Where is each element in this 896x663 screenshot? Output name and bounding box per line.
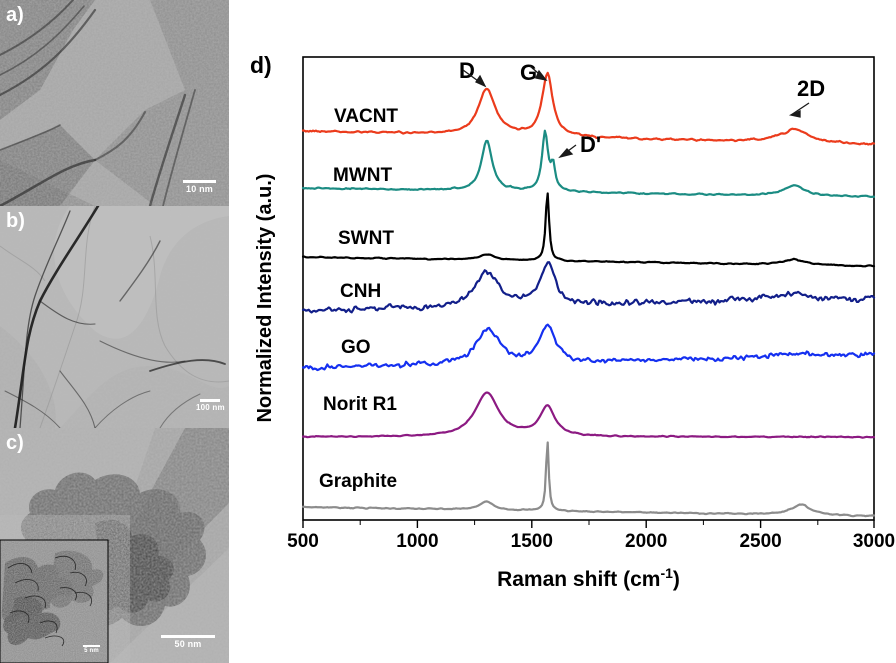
svg-text:Norit R1: Norit R1	[323, 394, 397, 415]
svg-text:G: G	[520, 60, 537, 85]
svg-text:2500: 2500	[739, 531, 781, 552]
svg-text:Graphite: Graphite	[319, 471, 397, 492]
svg-text:D': D'	[580, 132, 601, 157]
svg-text:3000: 3000	[853, 531, 895, 552]
svg-text:SWNT: SWNT	[338, 228, 394, 249]
svg-text:2D: 2D	[797, 76, 825, 101]
svg-text:1000: 1000	[396, 531, 438, 552]
svg-text:D: D	[459, 58, 475, 83]
svg-text:2000: 2000	[625, 531, 667, 552]
svg-text:1500: 1500	[511, 531, 553, 552]
svg-text:MWNT: MWNT	[333, 165, 392, 186]
svg-text:GO: GO	[341, 337, 371, 358]
svg-text:VACNT: VACNT	[334, 106, 398, 127]
svg-text:500: 500	[287, 531, 319, 552]
svg-text:CNH: CNH	[340, 281, 381, 302]
